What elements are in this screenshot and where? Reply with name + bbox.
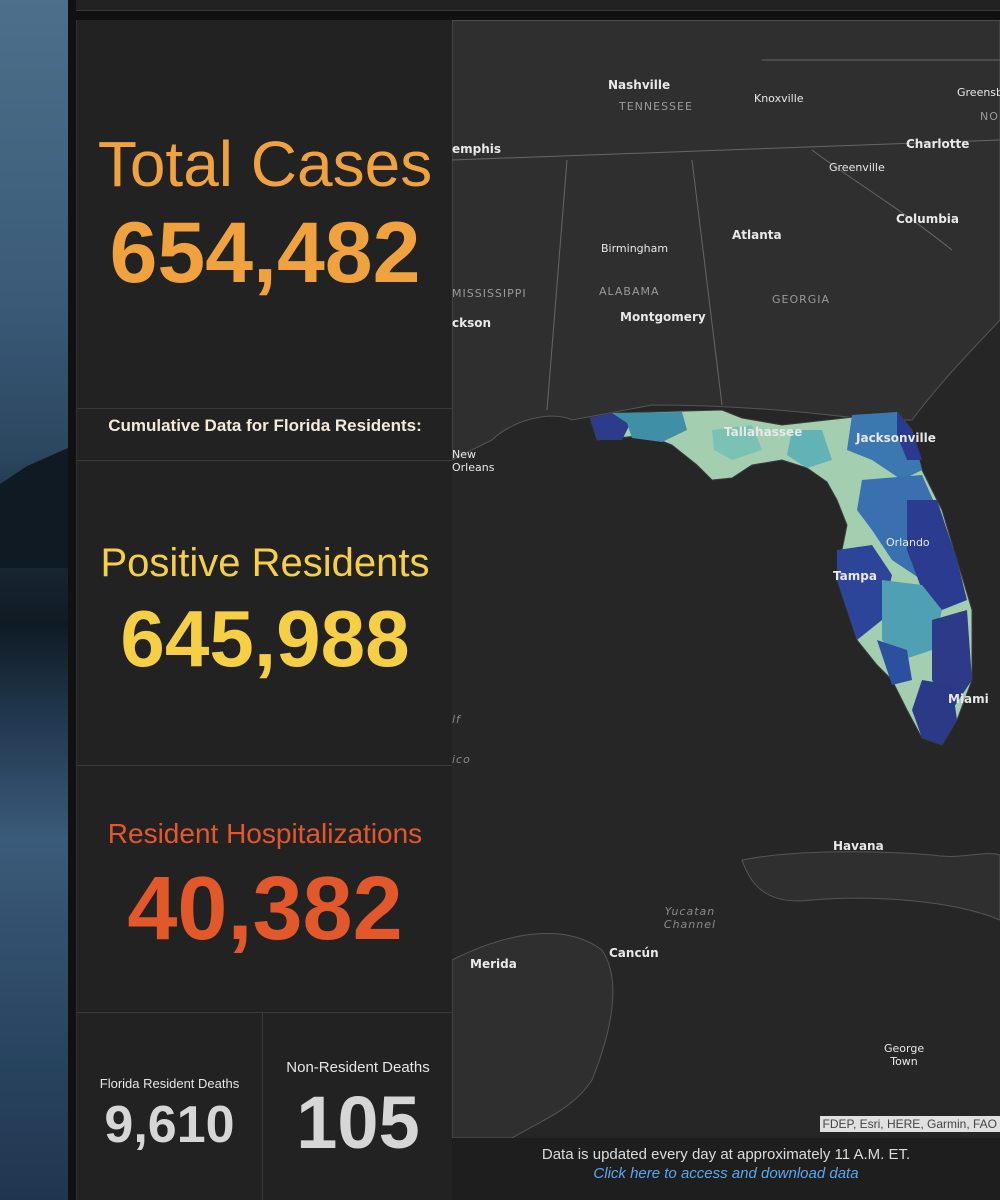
city-label: Knoxville [754, 92, 804, 105]
cumulative-header: Cumulative Data for Florida Residents: [108, 416, 422, 435]
water-label: Yucatan Channel [663, 905, 717, 931]
download-data-link[interactable]: Click here to access and download data [593, 1165, 859, 1182]
mountain-silhouette [0, 448, 68, 568]
city-label: Charlotte [906, 137, 970, 151]
city-label: Columbia [896, 212, 960, 226]
city-label: New Orleans [452, 448, 495, 474]
hospitalizations-section: Resident Hospitalizations 40,382 [77, 766, 453, 1013]
desktop-background [0, 0, 68, 1200]
city-label: emphis [452, 142, 502, 156]
nonresident-deaths-value: 105 [296, 1081, 420, 1164]
total-cases-label: Total Cases [97, 128, 433, 200]
map-attribution: FDEP, Esri, HERE, Garmin, FAO [819, 1116, 1000, 1132]
hospitalizations-label: Resident Hospitalizations [107, 818, 423, 849]
state-label: NO CAR [980, 110, 1000, 123]
water-label: lf [452, 713, 461, 726]
footer: Data is updated every day at approximate… [452, 1138, 1000, 1200]
cumulative-header-section: Cumulative Data for Florida Residents: [77, 408, 453, 461]
positive-residents-value: 645,988 [120, 594, 410, 683]
state-label: MISSISSIPPI [452, 287, 527, 300]
city-label: Merida [470, 957, 517, 971]
nonresident-deaths-label: Non-Resident Deaths [286, 1059, 430, 1076]
city-label: Nashville [608, 78, 671, 92]
city-label: George Town [884, 1042, 925, 1068]
city-label: Greensb [957, 86, 1000, 99]
city-label: Havana [833, 839, 884, 853]
positive-residents-section: Positive Residents 645,988 [77, 461, 453, 766]
city-label: Jacksonville [856, 431, 936, 445]
state-label: GEORGIA [772, 293, 831, 306]
city-label: Miami [948, 692, 989, 706]
city-label: Greenville [829, 161, 885, 174]
city-label: Montgomery [620, 310, 706, 324]
resident-deaths-value: 9,610 [104, 1096, 235, 1154]
city-label: Birmingham [601, 242, 669, 255]
city-label: Cancún [609, 946, 659, 960]
total-cases-value: 654,482 [109, 205, 421, 301]
state-label: TENNESSEE [619, 100, 693, 113]
city-label: Orlando [886, 536, 930, 549]
state-label: ALABAMA [599, 285, 660, 298]
stats-panel: Total Cases 654,482 Cumulative Data for … [76, 20, 453, 1200]
hospitalizations-value: 40,382 [127, 859, 403, 959]
positive-residents-label: Positive Residents [100, 541, 430, 585]
resident-deaths-section: Florida Resident Deaths 9,610 [77, 1013, 263, 1200]
nonresident-deaths-section: Non-Resident Deaths 105 [263, 1013, 453, 1200]
total-cases-section: Total Cases 654,482 [77, 20, 453, 409]
basemap [452, 20, 1000, 1138]
water-label: ico [452, 753, 471, 766]
city-label: ckson [452, 316, 492, 330]
resident-deaths-label: Florida Resident Deaths [99, 1076, 240, 1091]
map-view[interactable]: Nashville TENNESSEE Knoxville Greensb NO… [452, 20, 1000, 1138]
update-text: Data is updated every day at approximate… [541, 1146, 911, 1163]
city-label: Tallahassee [724, 425, 803, 439]
city-label: Atlanta [732, 228, 782, 242]
city-label: Tampa [833, 569, 877, 583]
top-bar [76, 0, 1000, 11]
